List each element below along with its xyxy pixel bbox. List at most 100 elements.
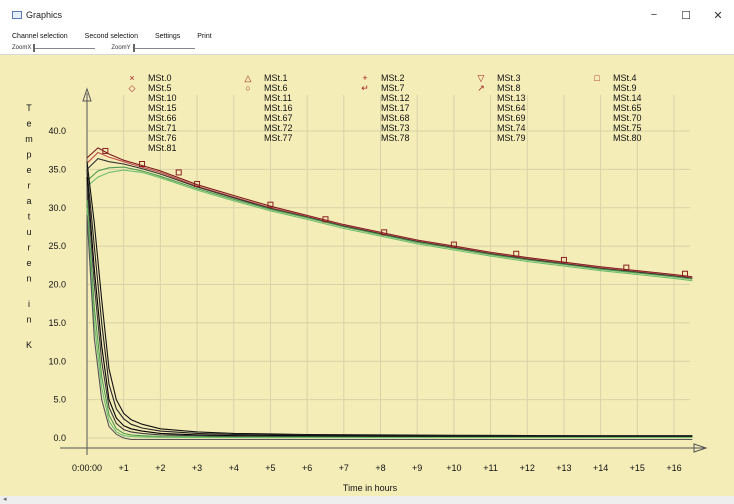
legend-entry: MSt.69 (497, 113, 526, 123)
y-axis-label-letter: u (26, 227, 31, 237)
series-marker (381, 229, 388, 236)
legend-entry: MSt.65 (613, 103, 642, 113)
menu-channel-selection[interactable]: Channel selection (12, 32, 68, 40)
legend-entry: MSt.15 (148, 103, 177, 113)
close-button[interactable]: ✕ (713, 9, 723, 22)
x-axis-label: Time in hours (343, 483, 398, 493)
menu-settings[interactable]: Settings (154, 32, 181, 40)
series-line (86, 215, 693, 441)
zoom-toolbar: ZoomX ZoomY (0, 42, 734, 55)
legend-entry: MSt.13 (497, 93, 526, 103)
legend-entry: MSt.74 (497, 123, 526, 133)
zoom-x-slider[interactable] (33, 44, 96, 52)
legend-entry: MSt.1 (264, 73, 288, 83)
series-marker (682, 270, 689, 277)
zoom-x-label: ZoomX (12, 45, 32, 51)
legend-marker-icon: ○ (245, 83, 250, 93)
legend-entry: MSt.66 (148, 113, 177, 123)
x-axis-arrow (693, 443, 708, 453)
x-tick-label: +12 (520, 463, 535, 473)
y-tick-labels: 0.0 5.0 10.0 15.0 20.0 25.0 30.0 35.0 40.0 (48, 126, 66, 443)
legend-entry: MSt.0 (148, 73, 172, 83)
y-axis-label-letter: e (26, 119, 31, 129)
chart-series (86, 147, 693, 441)
legend-entry: MSt.4 (613, 73, 637, 83)
x-tick-label: +8 (375, 463, 385, 473)
x-tick-label: +11 (483, 463, 498, 473)
y-tick-label: 25.0 (48, 241, 66, 251)
series-marker (139, 161, 146, 168)
legend-entry: MSt.67 (264, 113, 293, 123)
window-titlebar: Graphics − ☐ ✕ (0, 0, 734, 30)
legend-entry: MSt.73 (381, 123, 410, 133)
legend-entry: MSt.12 (381, 93, 410, 103)
legend-marker-icon: × (129, 73, 134, 83)
y-axis-label-letter: e (26, 258, 31, 268)
series-line (86, 169, 693, 437)
series-line (86, 166, 693, 280)
y-axis-label-letter: n (26, 315, 31, 325)
y-axis-label-letter: K (26, 340, 32, 350)
scroll-left-arrow-icon[interactable]: ◂ (3, 496, 7, 503)
series-marker (450, 241, 457, 248)
series-line (86, 151, 693, 279)
series-marker (322, 216, 329, 223)
legend-entry: MSt.76 (148, 133, 177, 143)
legend-entry: MSt.11 (264, 93, 292, 103)
legend-entry: MSt.9 (613, 83, 637, 93)
x-tick-label: +9 (412, 463, 422, 473)
menu-print[interactable]: Print (197, 32, 212, 40)
zoom-x-slider-thumb[interactable] (33, 44, 36, 52)
legend-entry: MSt.71 (148, 123, 177, 133)
legend-entry: MSt.81 (148, 143, 177, 153)
y-axis-arrow (82, 87, 92, 102)
x-tick-label: 0:00:00 (72, 463, 102, 473)
chart-legend: × MSt.0 △ MSt.1 + MSt.2 ▽ MSt.3 □ MSt.4 ◇ MSt.5 ○ MSt… (129, 73, 642, 153)
zoom-y-slider[interactable] (132, 44, 195, 52)
series-marker (623, 264, 630, 271)
legend-entry: MSt.80 (613, 133, 642, 143)
legend-entry: MSt.16 (264, 103, 293, 113)
y-axis-label-letter: T (26, 103, 32, 113)
x-tick-label: +3 (192, 463, 202, 473)
menu-second-selection[interactable]: Second selection (84, 32, 138, 40)
x-tick-label: +4 (229, 463, 239, 473)
menu-bar: Channel selection Second selection Setti… (0, 30, 734, 42)
legend-entry: MSt.6 (264, 83, 288, 93)
legend-entry: MSt.72 (264, 123, 293, 133)
y-tick-label: 5.0 (53, 395, 66, 405)
zoom-y-label: ZoomY (111, 45, 131, 51)
y-tick-label: 35.0 (48, 164, 66, 174)
legend-entry: MSt.77 (264, 133, 293, 143)
x-tick-label: +16 (666, 463, 681, 473)
legend-marker-icon: + (362, 73, 367, 83)
series-line (86, 161, 693, 437)
chart-markers (102, 147, 689, 277)
y-tick-label: 40.0 (48, 126, 66, 136)
series-line (86, 169, 693, 282)
y-tick-label: 10.0 (48, 356, 66, 366)
x-tick-label: +13 (556, 463, 571, 473)
y-axis-label-letter: a (26, 196, 31, 206)
y-axis-label-letter: n (26, 274, 31, 284)
y-axis-label-letter: t (28, 212, 31, 222)
minimize-button[interactable]: − (650, 9, 658, 21)
plot-area: 0:00:00 +1 +2 +3 +4 +5 +6 +7 +8 +9 +10 +11 +12 +13 +14… (0, 55, 734, 496)
x-tick-label: +2 (155, 463, 165, 473)
legend-entry: MSt.2 (381, 73, 405, 83)
series-marker (560, 256, 567, 263)
window-title: Graphics (26, 10, 63, 20)
y-tick-label: 0.0 (53, 433, 66, 443)
y-tick-label: 15.0 (48, 318, 66, 328)
series-line (86, 177, 693, 438)
y-axis-label-letter: e (26, 165, 31, 175)
legend-entry: MSt.64 (497, 103, 526, 113)
zoom-y-slider-thumb[interactable] (132, 44, 135, 52)
y-axis-label-letter: r (28, 181, 31, 191)
legend-marker-icon: ↗ (477, 83, 485, 93)
legend-entry: MSt.70 (613, 113, 642, 123)
x-tick-labels: 0:00:00 +1 +2 +3 +4 +5 +6 +7 +8 +9 +10 +11 +12 +13 +14… (72, 463, 682, 473)
horizontal-scrollbar[interactable]: ◂ (0, 496, 734, 504)
maximize-button[interactable]: ☐ (681, 9, 691, 22)
